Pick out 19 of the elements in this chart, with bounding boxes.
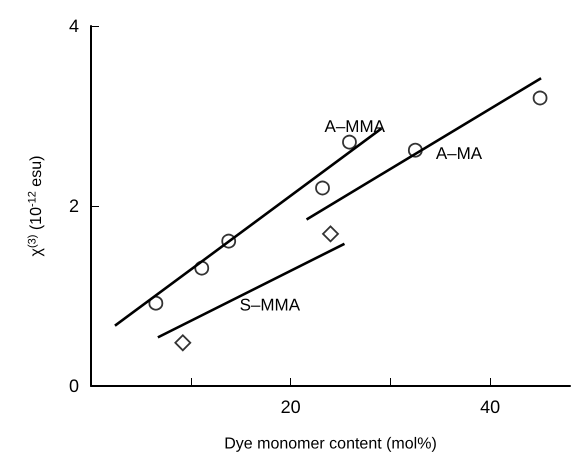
- y-tick-label: 4: [68, 16, 79, 36]
- point: [322, 226, 339, 242]
- x-tick-label: 40: [480, 397, 500, 417]
- point: [342, 134, 357, 150]
- y-tick-label: 2: [68, 196, 79, 216]
- x-tick-label: 20: [280, 397, 301, 417]
- point: [532, 90, 548, 106]
- series-label: A–MMA: [324, 116, 386, 136]
- point: [194, 260, 210, 276]
- point: [221, 234, 236, 248]
- y-axis-title: χ(3) (10-12 esu): [26, 156, 45, 256]
- point: [148, 296, 164, 311]
- series-label: A–MA: [436, 144, 483, 164]
- point: [174, 334, 192, 352]
- point: [315, 180, 330, 196]
- series-label: S–MMA: [240, 296, 301, 315]
- y-tick-label: 0: [68, 376, 79, 396]
- point: [408, 142, 423, 158]
- x-axis-title: Dye monomer content (mol%): [224, 436, 437, 452]
